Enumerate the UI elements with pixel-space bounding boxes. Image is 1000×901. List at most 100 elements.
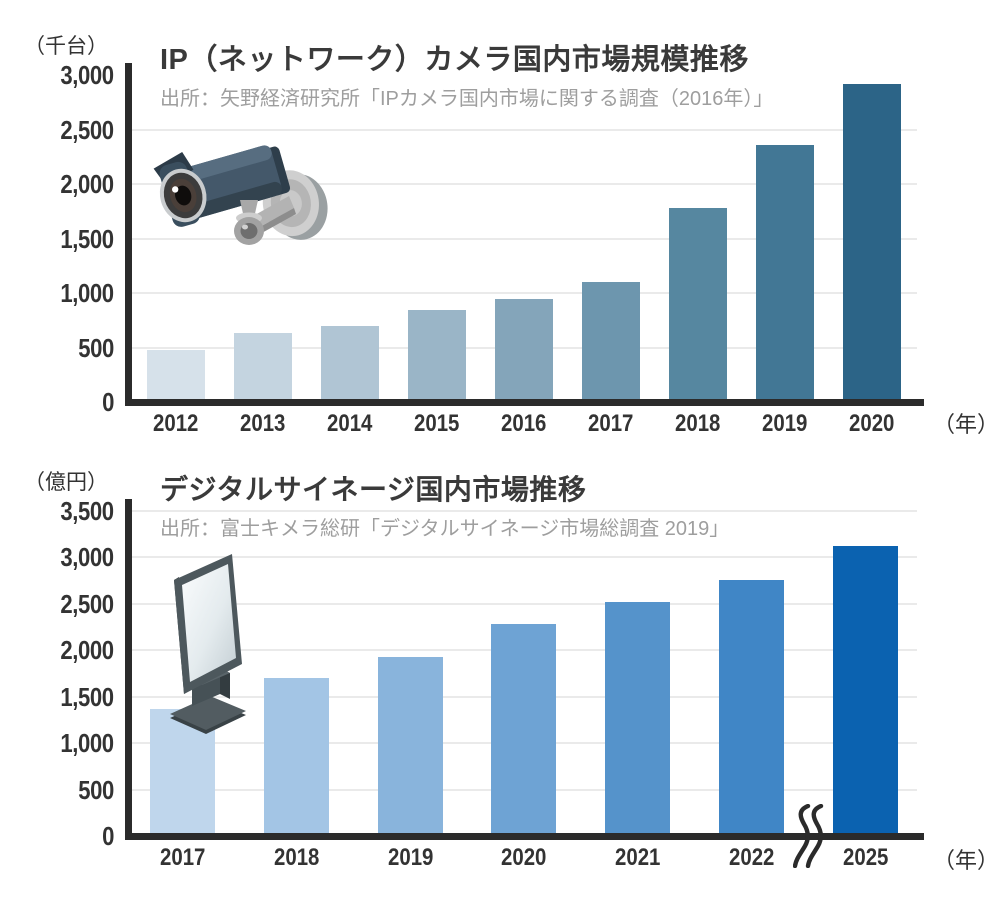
y-tick-label: 500 xyxy=(78,332,114,363)
bar-2018 xyxy=(264,677,329,836)
digital-signage-icon xyxy=(170,554,246,734)
x-tick-label: 2017 xyxy=(159,844,206,871)
x-tick-label: 2012 xyxy=(153,410,199,437)
y-tick-2500: 2,500 xyxy=(12,114,115,145)
gridline-2500 xyxy=(132,128,917,131)
plot-area: 2017 2018 2019 2020 2021 2022 2025 3,500 3,000 2,… xyxy=(61,496,960,871)
chart-title: デジタルサイネージ国内市場推移 xyxy=(160,474,587,505)
x-tick-2017: 2017 xyxy=(563,410,659,438)
y-axis-line xyxy=(125,499,132,839)
x-tick-2019: 2019 xyxy=(737,410,833,438)
x-tick-label: 2021 xyxy=(614,844,661,871)
x-axis-line xyxy=(125,399,924,406)
y-tick-label: 1,500 xyxy=(60,681,115,712)
bar-2020 xyxy=(491,624,556,836)
bar-2025 xyxy=(833,545,898,836)
bar-2013 xyxy=(234,333,292,402)
x-tick-2015: 2015 xyxy=(389,410,485,438)
y-tick-500: 500 xyxy=(12,333,114,363)
x-tick-label: 2018 xyxy=(273,844,320,871)
gridline-2500 xyxy=(132,602,917,605)
bar-2016 xyxy=(495,298,553,402)
x-tick-2021: 2021 xyxy=(590,844,686,872)
x-tick-label: 2018 xyxy=(675,410,721,437)
security-camera-icon xyxy=(153,145,328,245)
x-tick-label: 2017 xyxy=(588,410,634,437)
axis-break-icon xyxy=(793,804,824,868)
bar-2022 xyxy=(719,579,784,836)
y-tick-label: 1,000 xyxy=(60,728,115,759)
bar-2012 xyxy=(147,349,205,402)
x-axis-unit-label: （年） xyxy=(933,412,1000,437)
y-tick-label: 3,500 xyxy=(60,496,115,526)
x-tick-label: 2020 xyxy=(500,844,547,871)
x-tick-2017: 2017 xyxy=(135,844,231,872)
y-tick-0: 0 xyxy=(12,821,114,851)
y-tick-label: 2,000 xyxy=(60,169,115,199)
x-tick-2016: 2016 xyxy=(476,410,572,438)
chart-source: 出所：矢野経済研究所「IPカメラ国内市場に関する調査（2016年）」 xyxy=(160,88,774,110)
y-tick-label: 3,000 xyxy=(60,542,115,573)
y-tick-label: 2,500 xyxy=(60,114,115,145)
y-tick-label: 1,500 xyxy=(60,223,115,254)
bar-2021 xyxy=(605,601,670,836)
chart-ip-camera: （千台） IP（ネットワーク）カメラ国内市場規模推移 出所：矢野経済研究所「IP… xyxy=(0,0,1000,450)
bar-2014 xyxy=(321,325,379,402)
chart-title: IP（ネットワーク）カメラ国内市場規模推移 xyxy=(160,44,749,76)
bar-2015 xyxy=(408,310,466,402)
x-tick-2020: 2020 xyxy=(476,844,572,872)
y-tick-500: 500 xyxy=(12,775,114,805)
y-tick-1500: 1,500 xyxy=(12,681,115,712)
y-tick-0: 0 xyxy=(12,387,114,417)
x-tick-2012: 2012 xyxy=(128,410,224,438)
y-tick-1000: 1,000 xyxy=(12,278,115,308)
x-tick-2022: 2022 xyxy=(704,844,800,872)
gridline-1000 xyxy=(132,292,917,294)
x-axis-line xyxy=(125,833,924,840)
gridline-3000 xyxy=(132,556,917,559)
x-tick-label: 2019 xyxy=(387,844,434,871)
x-tick-2019: 2019 xyxy=(363,844,459,872)
x-tick-2020: 2020 xyxy=(824,410,920,438)
x-tick-2018: 2018 xyxy=(650,410,746,438)
y-axis-unit-label: （億円） xyxy=(24,471,108,494)
x-tick-label: 2014 xyxy=(327,410,373,437)
x-axis-unit-label: （年） xyxy=(933,848,1000,873)
bar-2019 xyxy=(756,144,814,402)
x-tick-label: 2019 xyxy=(762,410,808,437)
y-tick-label: 2,000 xyxy=(60,635,115,666)
plot-area: 2012 2013 2014 2015 2016 2017 2018 2019 2020 3,00… xyxy=(61,60,960,437)
bar-2020 xyxy=(843,83,901,402)
y-tick-2000: 2,000 xyxy=(12,635,115,666)
gridline-1500 xyxy=(132,237,917,240)
y-tick-2000: 2,000 xyxy=(12,169,115,199)
bar-2017 xyxy=(582,281,640,402)
y-axis-unit-label: （千台） xyxy=(24,35,108,58)
y-tick-label: 1,000 xyxy=(60,278,115,308)
y-tick-3000: 3,000 xyxy=(12,60,115,90)
y-axis-line xyxy=(125,63,132,405)
y-tick-3000: 3,000 xyxy=(12,542,115,573)
y-tick-2500: 2,500 xyxy=(12,588,115,619)
x-tick-label: 2015 xyxy=(414,410,460,437)
x-tick-2025: 2025 xyxy=(818,844,914,872)
y-tick-3500: 3,500 xyxy=(12,496,115,526)
x-tick-2014: 2014 xyxy=(302,410,398,438)
x-tick-2018: 2018 xyxy=(249,844,345,872)
x-tick-label: 2025 xyxy=(842,844,889,871)
gridline-3500 xyxy=(132,510,917,512)
chart-digital-signage: （億円） デジタルサイネージ国内市場推移 出所：富士キメラ総研「デジタルサイネー… xyxy=(0,438,1000,901)
y-tick-label: 500 xyxy=(78,774,114,805)
x-tick-label: 2020 xyxy=(849,410,895,437)
y-tick-label: 3,000 xyxy=(60,60,115,90)
y-tick-1000: 1,000 xyxy=(12,728,115,759)
x-tick-label: 2022 xyxy=(728,844,775,871)
bar-2019 xyxy=(378,656,443,836)
gridline-2000 xyxy=(132,183,917,185)
chart-source: 出所：富士キメラ総研「デジタルサイネージ市場総調査 2019」 xyxy=(160,518,730,540)
y-tick-label: 0 xyxy=(102,387,114,417)
x-tick-label: 2013 xyxy=(240,410,286,437)
y-tick-label: 2,500 xyxy=(60,588,115,619)
x-tick-2013: 2013 xyxy=(215,410,311,438)
